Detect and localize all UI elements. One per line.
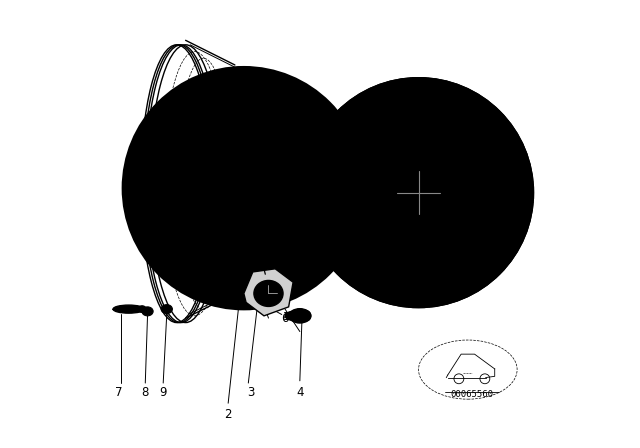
- Ellipse shape: [289, 309, 310, 323]
- Text: 1: 1: [476, 235, 483, 249]
- Circle shape: [396, 170, 442, 215]
- Text: 5: 5: [253, 287, 260, 300]
- Ellipse shape: [294, 312, 305, 319]
- Ellipse shape: [138, 306, 146, 313]
- Circle shape: [387, 161, 450, 224]
- Ellipse shape: [161, 305, 172, 314]
- Polygon shape: [244, 269, 293, 316]
- Circle shape: [217, 161, 271, 215]
- Circle shape: [407, 181, 430, 204]
- Text: 7: 7: [115, 385, 122, 399]
- Text: 2: 2: [225, 408, 232, 421]
- Text: 9: 9: [159, 385, 167, 399]
- Circle shape: [305, 78, 532, 307]
- Text: 00065560: 00065560: [451, 390, 494, 399]
- Ellipse shape: [113, 305, 145, 313]
- Ellipse shape: [142, 307, 153, 316]
- Text: 10: 10: [252, 242, 267, 255]
- Circle shape: [340, 114, 497, 271]
- Text: 6: 6: [282, 311, 289, 325]
- Ellipse shape: [285, 311, 307, 321]
- Text: 8: 8: [141, 385, 149, 399]
- Text: 4: 4: [296, 385, 303, 399]
- Ellipse shape: [123, 67, 365, 309]
- Ellipse shape: [254, 280, 283, 306]
- Circle shape: [230, 174, 258, 202]
- Text: 3: 3: [247, 385, 254, 399]
- Ellipse shape: [260, 286, 277, 301]
- Ellipse shape: [264, 289, 273, 297]
